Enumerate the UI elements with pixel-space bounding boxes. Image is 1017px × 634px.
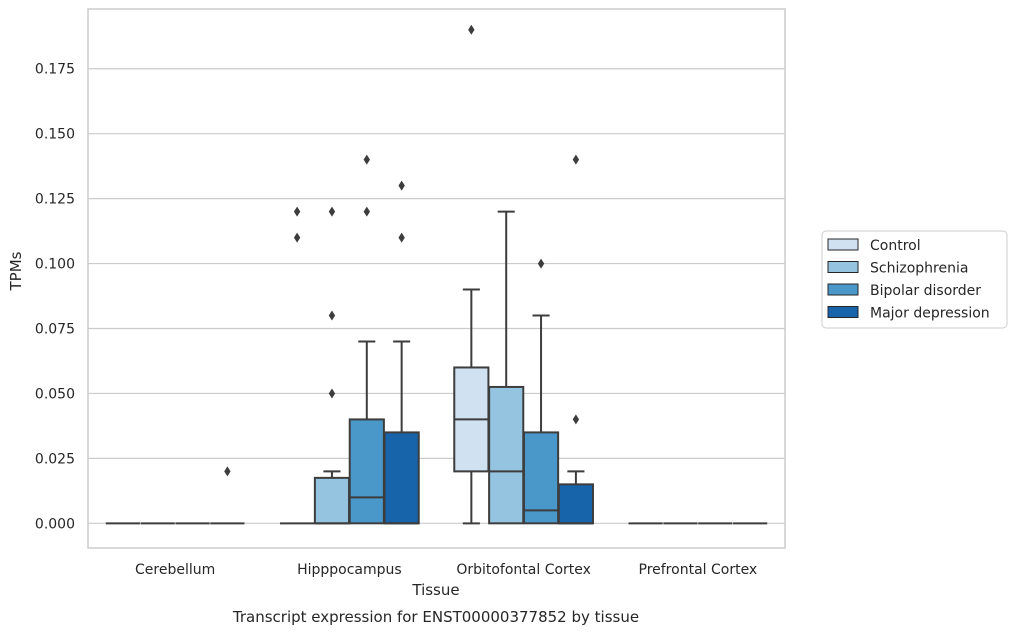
legend-label: Control: [870, 238, 921, 254]
y-tick-label: 0.050: [35, 386, 75, 402]
box-major-depression: [210, 466, 245, 525]
gridlines: [88, 68, 785, 524]
outlier-point: [572, 414, 580, 425]
legend-label: Major depression: [870, 306, 990, 322]
y-tick-label: 0.075: [35, 322, 75, 338]
x-tick-label: Orbitofontal Cortex: [456, 562, 591, 578]
legend-swatch: [827, 306, 859, 318]
y-tick-label: 0.100: [35, 257, 75, 273]
outlier-point: [328, 310, 336, 321]
box-body: [522, 431, 560, 525]
outlier-point: [224, 466, 231, 477]
outlier-point: [537, 258, 545, 269]
boxes: [105, 24, 768, 525]
y-tick-label: 0.150: [35, 127, 75, 143]
box-bipolar-disorder: [522, 258, 560, 525]
legend-label: Schizophrenia: [870, 261, 968, 277]
outlier-point: [293, 232, 301, 243]
box-body: [348, 418, 385, 525]
y-axis-title: TPMs: [7, 251, 25, 291]
x-tick-label: Hipppocampus: [297, 562, 402, 578]
outlier-point: [398, 232, 405, 243]
box-schizophrenia: [488, 210, 525, 525]
outlier-point: [293, 206, 301, 217]
chart-title: Transcript expression for ENST0000037785…: [232, 608, 639, 626]
outlier-point: [363, 206, 370, 217]
box-control: [280, 206, 315, 525]
outlier-point: [328, 388, 336, 399]
box-body: [557, 483, 594, 525]
x-tick-label: Cerebellum: [135, 562, 215, 578]
box-schizophrenia: [313, 206, 351, 525]
outlier-point: [398, 180, 405, 191]
x-tick-label: Prefrontal Cortex: [639, 562, 758, 578]
outlier-point: [572, 154, 580, 165]
box-body: [383, 431, 420, 525]
box-body: [313, 476, 351, 525]
y-tick-label: 0.025: [35, 451, 75, 467]
y-tick-label: 0.125: [35, 192, 75, 208]
outlier-point: [468, 24, 475, 35]
outlier-point: [328, 206, 336, 217]
box-control: [453, 24, 490, 525]
legend-label: Bipolar disorder: [870, 283, 981, 299]
box-bipolar-disorder: [348, 154, 385, 525]
outlier-point: [363, 154, 370, 165]
box-major-depression: [557, 154, 594, 525]
y-tick-labels: 0.000 0.025 0.050 0.075 0.100 0.125 0.150 0.175: [35, 62, 75, 533]
y-tick-label: 0.175: [35, 62, 75, 78]
y-tick-label: 0.000: [35, 516, 75, 532]
box-body: [488, 385, 525, 525]
legend-swatch: [827, 283, 859, 296]
box-major-depression: [383, 180, 420, 525]
x-tick-labels: Cerebellum Hipppocampus Orbitofontal Corte…: [135, 562, 757, 578]
legend-swatch: [827, 238, 859, 251]
x-axis-title: Tissue: [411, 581, 459, 599]
legend-frame: [821, 230, 1008, 329]
legend-swatch: [827, 261, 859, 273]
legend: Control Schizophrenia Bipolar disorder Majo…: [821, 230, 1008, 329]
plot-frame: [87, 8, 786, 549]
